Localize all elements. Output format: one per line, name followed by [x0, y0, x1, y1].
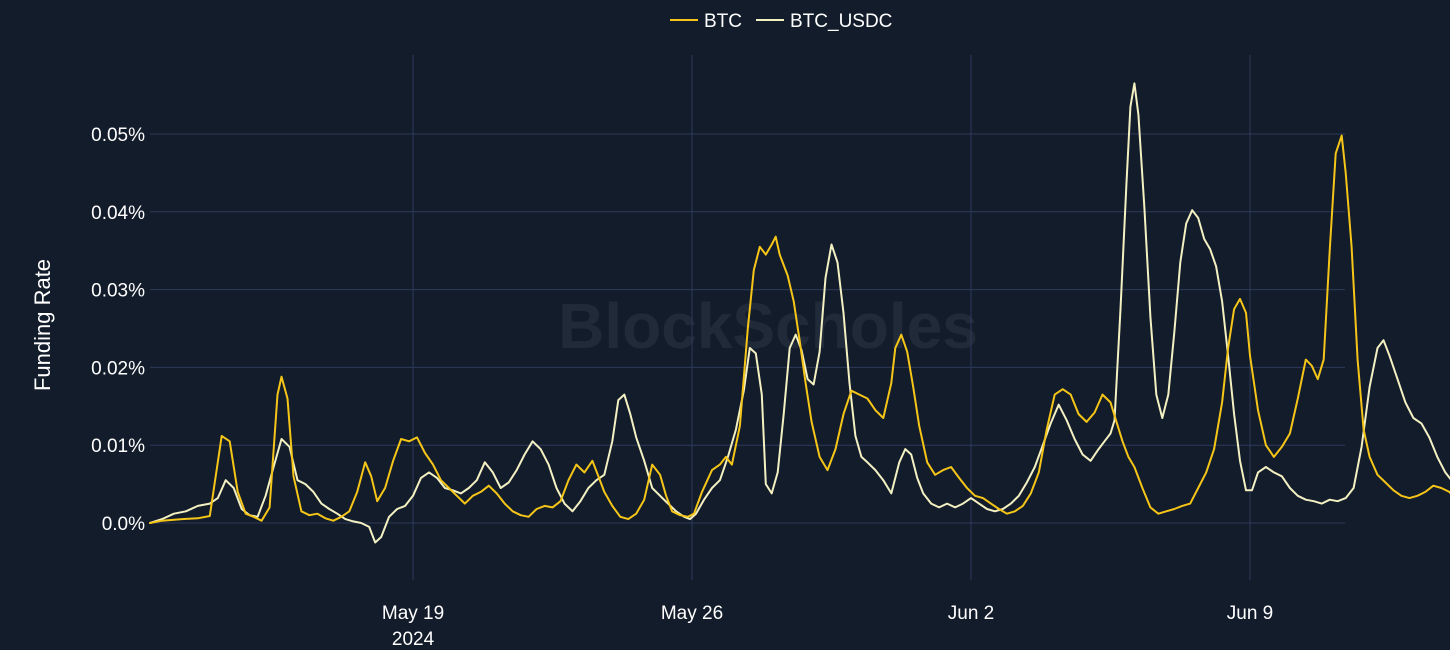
x-tick-sublabel: 2024: [392, 629, 435, 650]
x-tick-label: May 19: [382, 603, 444, 624]
y-axis-ticks: 0.0% 0.01% 0.02% 0.03% 0.04% 0.05%: [91, 125, 145, 535]
y-tick-label: 0.0%: [102, 514, 145, 535]
series-line-btc: [149, 134, 1450, 524]
legend-item-btc[interactable]: BTC: [670, 11, 742, 32]
y-tick-label: 0.04%: [91, 203, 145, 224]
y-tick-label: 0.01%: [91, 436, 145, 457]
x-axis-ticks: May 19 2024 May 26 Jun 2 Jun 9: [382, 603, 1273, 650]
x-tick-label: May 26: [661, 603, 723, 624]
series-lines: [149, 82, 1450, 544]
y-axis-title: Funding Rate: [30, 259, 55, 391]
series-line-btc-usdc: [149, 82, 1450, 544]
x-tick-label: Jun 2: [948, 603, 994, 624]
y-tick-label: 0.03%: [91, 281, 145, 302]
legend[interactable]: BTC BTC_USDC: [670, 11, 892, 32]
y-tick-label: 0.05%: [91, 125, 145, 146]
legend-label: BTC_USDC: [790, 11, 892, 32]
y-tick-label: 0.02%: [91, 358, 145, 379]
legend-item-btc-usdc[interactable]: BTC_USDC: [756, 11, 892, 32]
legend-label: BTC: [704, 11, 742, 32]
x-tick-label: Jun 9: [1227, 603, 1273, 624]
watermark: BlockScholes: [558, 290, 978, 362]
